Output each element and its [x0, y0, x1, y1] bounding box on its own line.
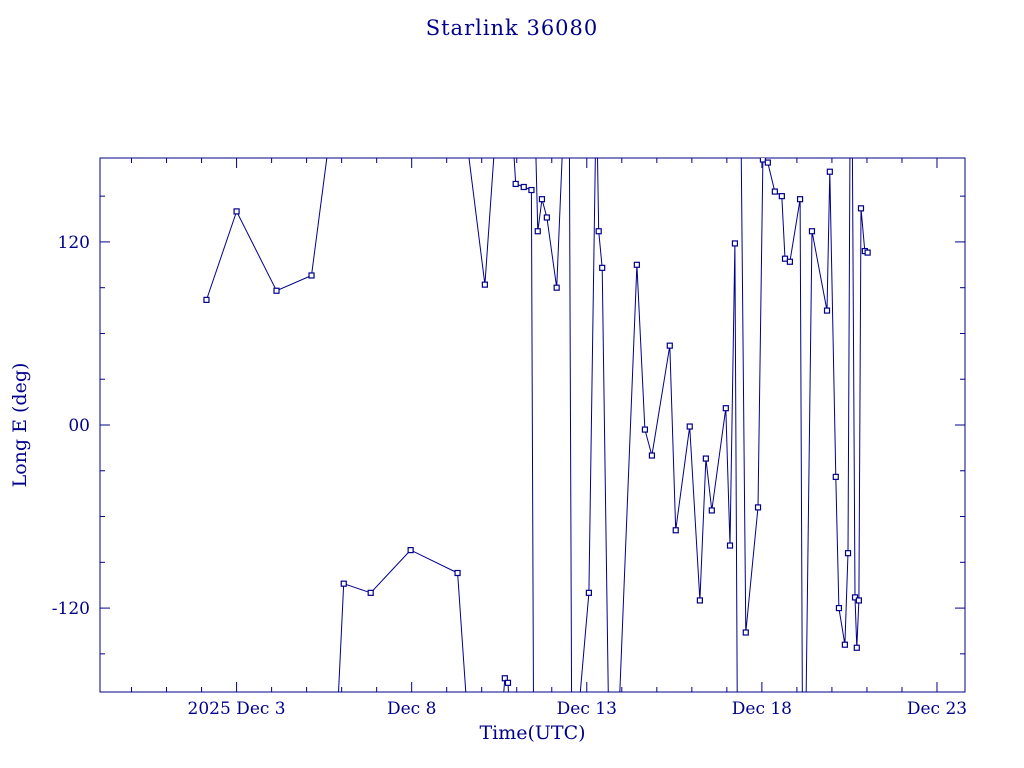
data-point-marker: [233, 208, 240, 215]
data-series: [203, 158, 871, 692]
data-point-marker: [407, 547, 414, 554]
data-line: [535, 158, 563, 288]
data-line: [338, 549, 467, 692]
data-point-marker: [808, 228, 816, 235]
y-tick-label: 120: [58, 233, 90, 253]
x-tick-label: 2025 Dec 3: [188, 699, 286, 719]
data-point-marker: [633, 261, 640, 268]
data-point-marker: [823, 307, 831, 314]
data-point-marker: [778, 193, 785, 200]
x-tick-label: Dec 13: [557, 699, 617, 719]
data-point-marker: [543, 214, 550, 221]
data-point-marker: [203, 296, 210, 303]
data-line: [468, 158, 495, 285]
data-line: [568, 158, 573, 692]
x-tick-label: Dec 8: [387, 699, 436, 719]
data-line: [619, 243, 738, 692]
data-point-marker: [686, 423, 693, 430]
data-point-marker: [585, 589, 592, 596]
data-point-marker: [481, 281, 488, 288]
y-tick-label: -120: [52, 599, 90, 619]
data-point-marker: [764, 159, 771, 166]
data-point-marker: [367, 589, 374, 596]
y-tick-label: 00: [68, 416, 90, 436]
data-point-marker: [857, 205, 865, 212]
data-point-marker: [672, 527, 679, 534]
data-point-marker: [512, 180, 519, 188]
data-point-marker: [520, 183, 527, 191]
data-point-marker: [771, 188, 778, 195]
data-point-marker: [599, 264, 606, 271]
data-point-marker: [648, 452, 656, 459]
data-point-marker: [666, 342, 673, 349]
data-point-marker: [273, 287, 280, 294]
data-line: [579, 158, 596, 692]
data-point-marker: [832, 473, 839, 480]
data-point-marker: [454, 569, 461, 577]
data-point-marker: [504, 679, 512, 686]
data-line: [740, 158, 803, 692]
data-line: [805, 158, 851, 692]
data-point-marker: [641, 426, 649, 433]
data-point-marker: [696, 597, 703, 604]
data-line: [513, 158, 534, 692]
data-point-marker: [796, 196, 804, 203]
x-axis-label: Time(UTC): [479, 722, 586, 744]
data-point-marker: [308, 272, 315, 279]
data-point-marker: [534, 228, 541, 235]
data-point-marker: [855, 597, 862, 604]
data-point-marker: [754, 504, 762, 511]
data-point-marker: [538, 196, 546, 203]
data-point-marker: [708, 507, 715, 514]
data-point-marker: [731, 240, 739, 247]
x-tick-label: Dec 23: [907, 699, 967, 719]
data-point-marker: [528, 186, 535, 194]
data-point-marker: [841, 641, 848, 648]
x-tick-label: Dec 18: [732, 699, 792, 719]
data-point-marker: [726, 542, 734, 549]
data-point-marker: [595, 228, 602, 235]
data-line: [597, 158, 609, 692]
data-point-marker: [853, 644, 860, 651]
data-point-marker: [781, 255, 789, 262]
data-line: [851, 158, 868, 648]
data-point-marker: [501, 675, 508, 682]
data-point-marker: [340, 580, 347, 587]
data-point-marker: [742, 629, 749, 636]
data-point-marker: [844, 550, 852, 557]
data-point-marker: [786, 258, 793, 265]
data-point-marker: [553, 284, 560, 291]
chart-title: Starlink 36080: [425, 16, 599, 40]
data-point-marker: [826, 168, 833, 175]
data-point-marker: [702, 455, 709, 462]
data-point-marker: [835, 604, 843, 612]
data-line: [503, 676, 509, 692]
data-point-marker: [722, 405, 729, 412]
data-point-marker: [864, 249, 871, 256]
